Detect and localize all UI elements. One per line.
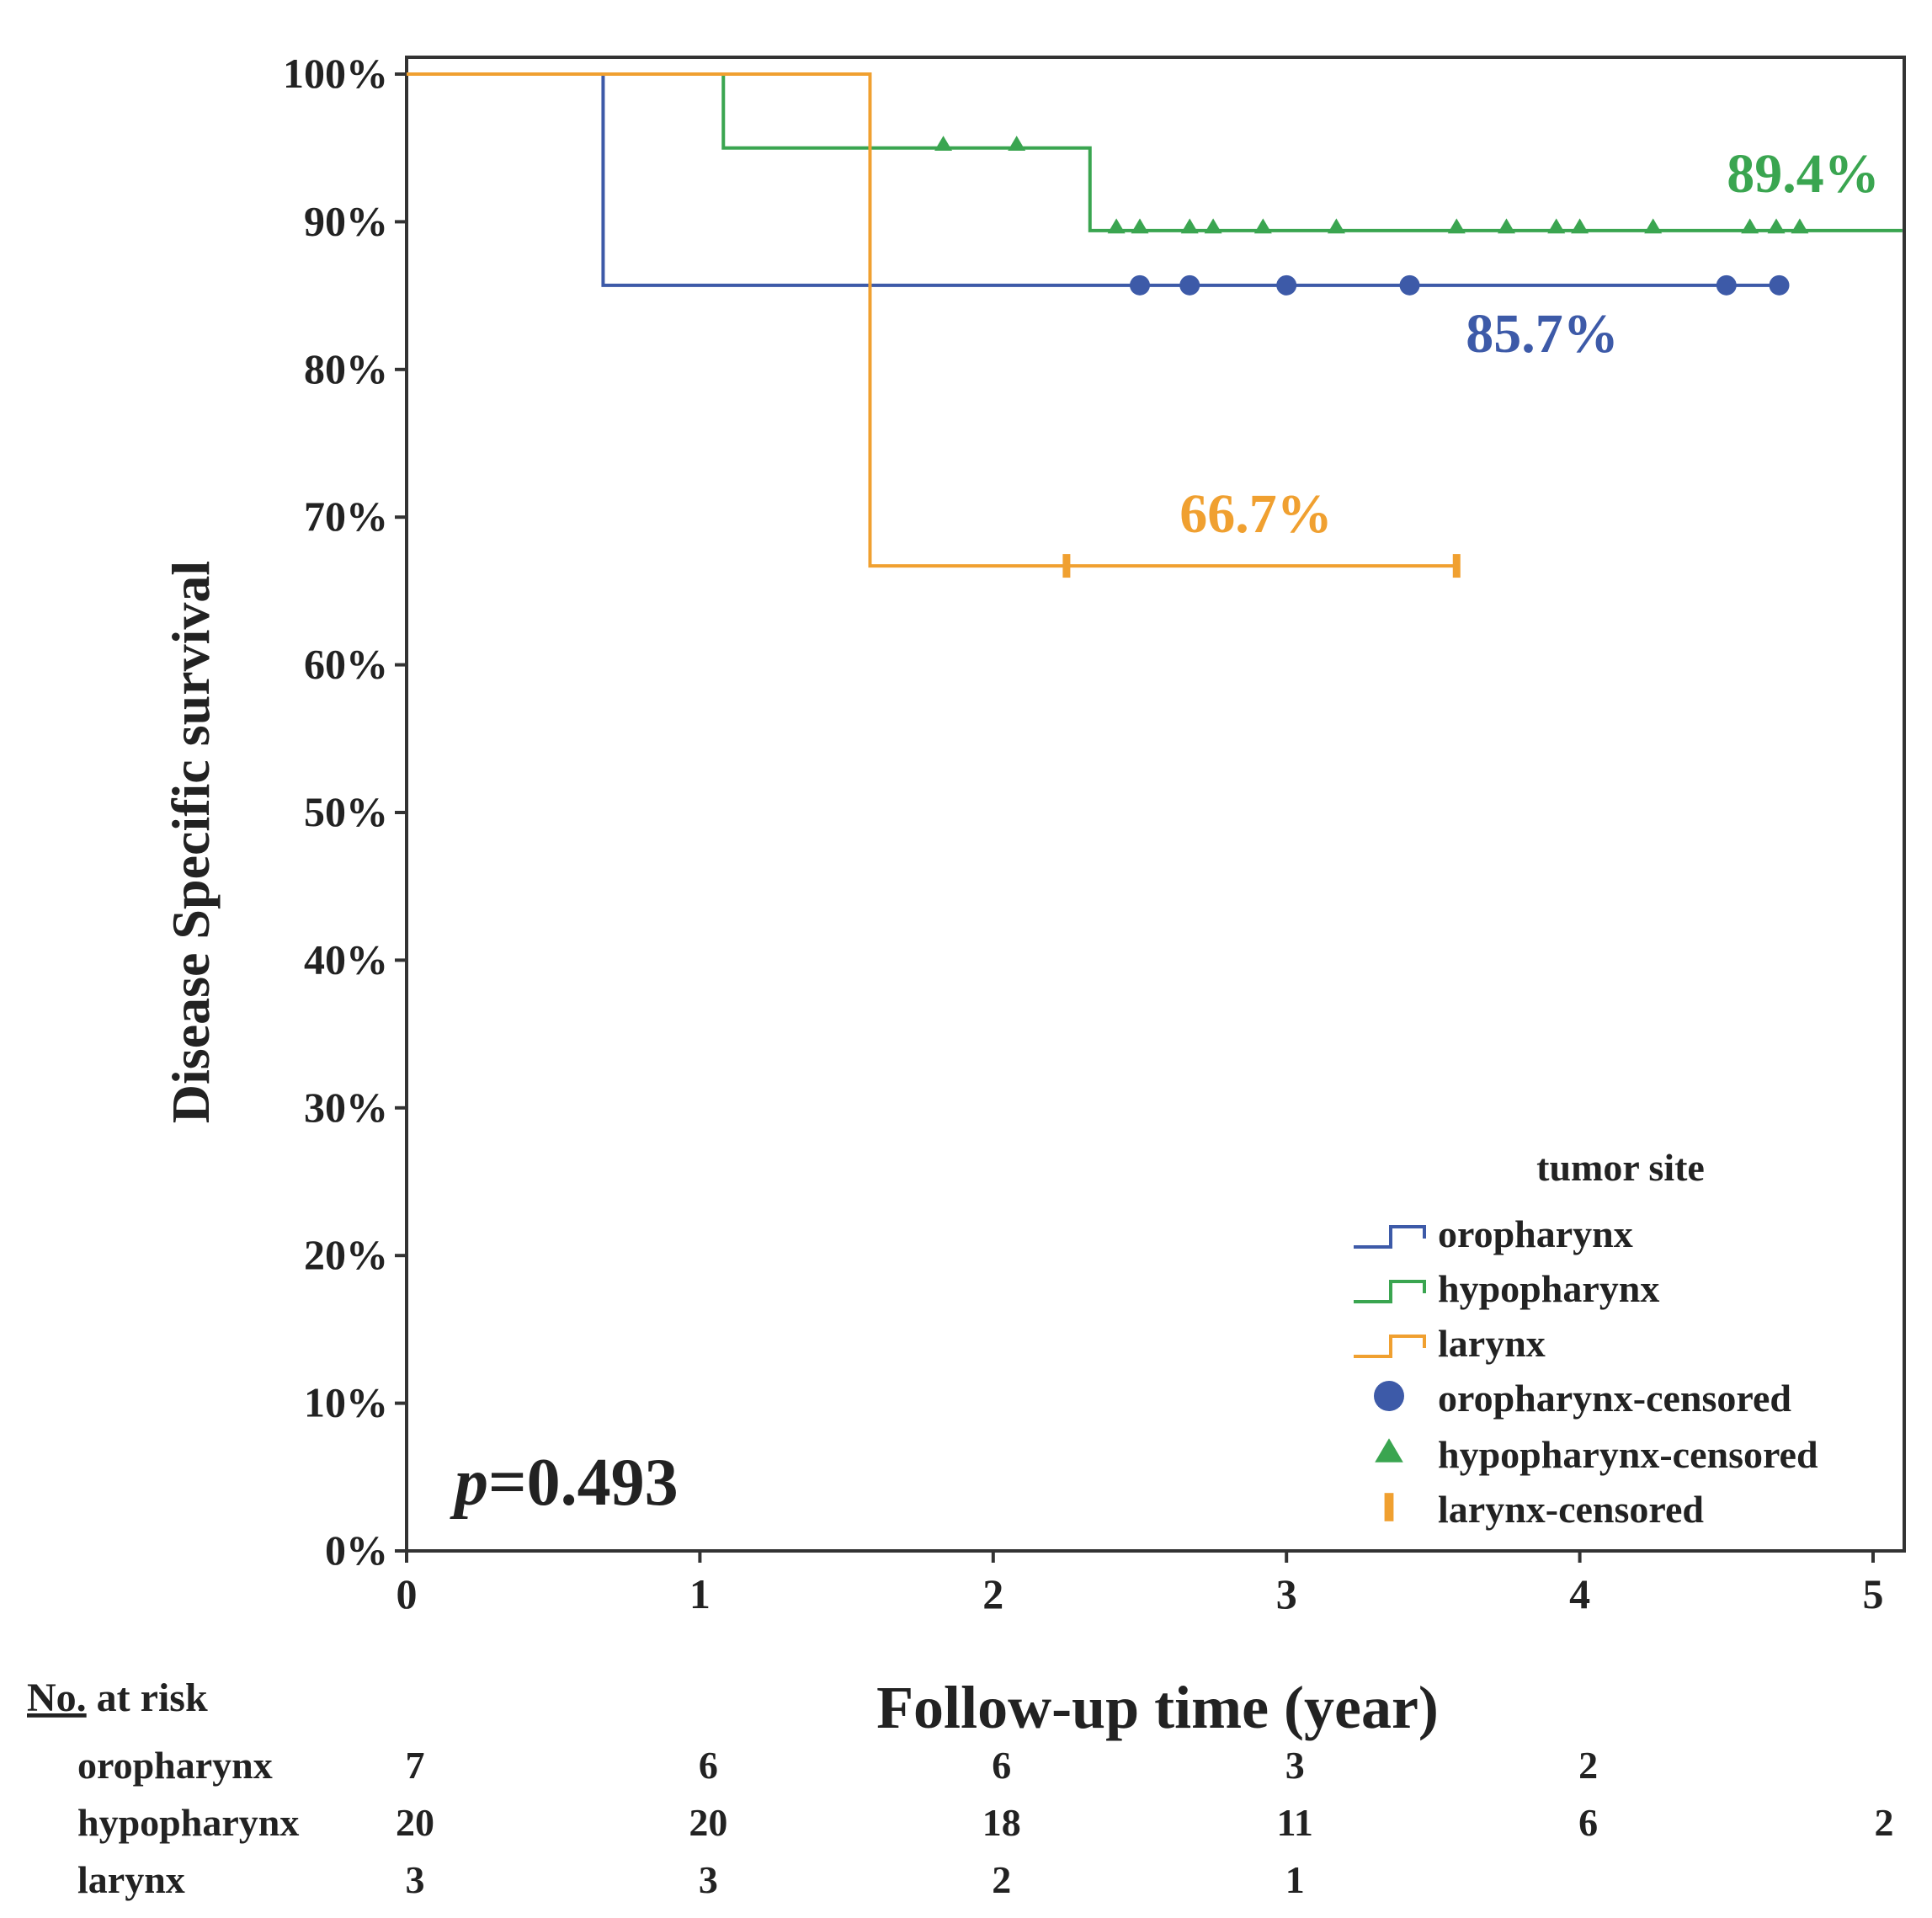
- y-tick-label: 50%: [304, 788, 388, 835]
- y-tick-label: 40%: [304, 935, 388, 983]
- legend-label-larynx-censored: larynx-censored: [1438, 1488, 1704, 1531]
- series-line-hypopharynx: [407, 72, 1903, 232]
- risk-row-label-oropharynx: oropharynx: [77, 1744, 273, 1787]
- p-letter: p: [450, 1446, 488, 1520]
- survival-curves: [407, 72, 1903, 568]
- censor-marker-hypopharynx: [1107, 218, 1126, 234]
- x-tick-label: 4: [1569, 1570, 1590, 1617]
- final-label-larynx: 66.7%: [1179, 483, 1333, 545]
- p-value-annotation: p=0.493: [450, 1446, 679, 1520]
- y-tick-label: 10%: [304, 1379, 388, 1426]
- y-tick-label: 30%: [304, 1084, 388, 1131]
- censor-marker-hypopharynx: [1767, 218, 1786, 234]
- final-label-oropharynx: 85.7%: [1466, 303, 1619, 365]
- legend-step-larynx: [1354, 1335, 1426, 1358]
- risk-count: 3: [1285, 1744, 1305, 1787]
- legend: tumor site oropharynx hypopharynx larynx oro…: [1354, 1146, 1818, 1531]
- risk-count: 1: [1285, 1858, 1305, 1901]
- x-tick-label: 3: [1276, 1570, 1297, 1617]
- legend-marker-hypopharynx-censored: [1375, 1438, 1403, 1462]
- censor-marker-larynx: [1452, 554, 1461, 578]
- censor-marker-hypopharynx: [1498, 218, 1515, 234]
- censor-marker-oropharynx: [1716, 274, 1737, 296]
- risk-header-rest: at risk: [87, 1676, 208, 1720]
- risk-row-label-hypopharynx: hypopharynx: [77, 1801, 299, 1844]
- x-axis-label: Follow-up time (year): [876, 1674, 1439, 1741]
- legend-label-hypopharynx: hypopharynx: [1438, 1267, 1659, 1310]
- risk-table: oropharynx 7 6 6 3 2 hypopharynx 20 20 18 11 6 2 lary…: [77, 1744, 1894, 1901]
- y-tick-label: 60%: [304, 641, 388, 688]
- y-axis-label: Disease Specific survival: [161, 561, 221, 1123]
- x-tick-label: 2: [982, 1570, 1003, 1617]
- risk-count: 11: [1276, 1801, 1312, 1844]
- legend-title: tumor site: [1536, 1146, 1705, 1189]
- legend-label-oropharynx: oropharynx: [1438, 1212, 1633, 1255]
- censor-marker-oropharynx: [1399, 274, 1420, 296]
- censor-marker-hypopharynx: [1571, 218, 1589, 234]
- x-tick-label: 5: [1863, 1570, 1884, 1617]
- censor-marker-hypopharynx: [1791, 218, 1809, 234]
- y-tick-label: 90%: [304, 197, 388, 244]
- legend-label-hypopharynx-censored: hypopharynx-censored: [1438, 1433, 1818, 1476]
- risk-count: 6: [1578, 1801, 1598, 1844]
- censor-marker-hypopharynx: [1741, 218, 1759, 234]
- legend-marker-larynx-censored: [1384, 1493, 1394, 1521]
- censor-marker-larynx: [1062, 554, 1071, 578]
- censor-marker-hypopharynx: [1008, 136, 1026, 152]
- risk-count: 2: [1875, 1801, 1894, 1844]
- legend-step-hypopharynx: [1354, 1280, 1426, 1303]
- y-tick-label: 70%: [304, 493, 388, 540]
- censor-marker-hypopharynx: [1253, 218, 1272, 234]
- censor-marker-hypopharynx: [934, 136, 953, 152]
- risk-row-label-larynx: larynx: [77, 1858, 185, 1901]
- censor-marker-oropharynx: [1276, 274, 1297, 296]
- risk-count: 3: [699, 1858, 718, 1901]
- legend-label-oropharynx-censored: oropharynx-censored: [1438, 1377, 1791, 1420]
- legend-label-larynx: larynx: [1438, 1322, 1546, 1365]
- final-value-labels: 85.7% 89.4% 66.7%: [1179, 143, 1880, 545]
- risk-header-no: No.: [27, 1676, 87, 1720]
- risk-count: 20: [396, 1801, 434, 1844]
- risk-count: 18: [982, 1801, 1021, 1844]
- risk-count: 6: [699, 1744, 718, 1787]
- y-tick-label: 0%: [325, 1526, 388, 1574]
- censor-marker-oropharynx: [1769, 274, 1790, 296]
- censor-marker-hypopharynx: [1327, 218, 1345, 234]
- plot-frame: [405, 56, 1906, 1553]
- x-tick-label: 0: [397, 1570, 418, 1617]
- censor-marker-hypopharynx: [1447, 218, 1466, 234]
- p-value: =0.493: [488, 1446, 679, 1520]
- censor-marker-hypopharynx: [1204, 218, 1222, 234]
- y-tick-label: 80%: [304, 345, 388, 392]
- risk-count: 2: [1578, 1744, 1598, 1787]
- risk-table-header: No. at risk: [27, 1676, 208, 1720]
- plot-area-border: [405, 56, 1906, 1553]
- censor-marker-hypopharynx: [1180, 218, 1199, 234]
- risk-count: 7: [406, 1744, 425, 1787]
- x-tick-label: 1: [689, 1570, 711, 1617]
- censor-marker-oropharynx: [1130, 274, 1150, 296]
- legend-marker-oropharynx-censored: [1374, 1381, 1404, 1411]
- legend-step-oropharynx: [1354, 1225, 1426, 1249]
- censor-markers: [934, 136, 1809, 578]
- y-axis-ticks: 0% 10% 20% 30% 40% 50% 60% 70% 80% 90% 100%: [283, 50, 407, 1574]
- series-line-oropharynx: [407, 72, 1780, 287]
- y-tick-label: 100%: [283, 50, 388, 97]
- series-line-larynx: [407, 72, 1457, 568]
- censor-marker-oropharynx: [1179, 274, 1200, 296]
- final-label-hypopharynx: 89.4%: [1727, 143, 1880, 205]
- risk-count: 6: [992, 1744, 1011, 1787]
- risk-count: 2: [992, 1858, 1011, 1901]
- risk-count: 3: [406, 1858, 425, 1901]
- x-axis-ticks: 0 1 2 3 4 5: [397, 1551, 1884, 1617]
- censor-marker-hypopharynx: [1644, 218, 1663, 234]
- censor-marker-hypopharynx: [1131, 218, 1149, 234]
- y-tick-label: 20%: [304, 1231, 388, 1278]
- censor-marker-hypopharynx: [1547, 218, 1566, 234]
- risk-count: 20: [689, 1801, 727, 1844]
